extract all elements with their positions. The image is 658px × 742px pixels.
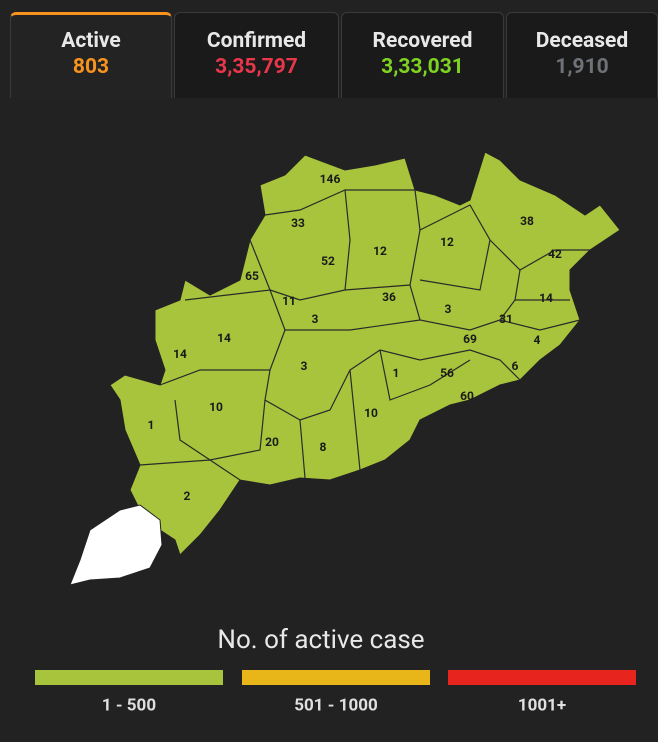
legend-swatch	[35, 670, 223, 685]
district-label: 4	[534, 333, 541, 347]
tab[interactable]: Recovered 3,33,031	[341, 12, 504, 98]
district-label: 10	[364, 406, 378, 420]
legend-label: 501 - 1000	[294, 695, 377, 715]
district-label: 31	[499, 312, 513, 326]
district-label: 14	[173, 347, 187, 361]
district-label: 42	[548, 247, 562, 261]
legend-label: 1001+	[518, 695, 566, 715]
district-shape	[69, 504, 163, 586]
district-label: 3	[301, 359, 308, 373]
tab-label: Recovered	[372, 29, 473, 53]
legend-swatch	[448, 670, 636, 685]
legend-label: 1 - 500	[102, 695, 156, 715]
tab-value: 1,910	[555, 55, 609, 79]
legend-swatch	[242, 670, 430, 685]
tab-value: 3,35,797	[215, 55, 298, 79]
district-label: 20	[265, 435, 279, 449]
district-label: 33	[291, 216, 305, 230]
district-label: 69	[463, 332, 477, 346]
district-label: 60	[460, 389, 474, 403]
district-label: 2	[184, 489, 191, 503]
district-label: 11	[282, 294, 296, 308]
district-label: 3	[445, 302, 452, 316]
district-label: 1	[393, 366, 400, 380]
district-label: 8	[320, 440, 327, 454]
district-label: 52	[321, 254, 335, 268]
tab-label: Deceased	[535, 29, 629, 53]
district-label: 56	[440, 366, 454, 380]
district-label: 6	[512, 359, 519, 373]
district-label: 1	[148, 418, 155, 432]
tab[interactable]: Confirmed 3,35,797	[174, 12, 339, 98]
district-label: 14	[539, 291, 553, 305]
district-label: 14	[217, 331, 231, 345]
district-label: 36	[382, 290, 396, 304]
district-label: 38	[520, 214, 534, 228]
tab[interactable]: Deceased 1,910	[506, 12, 658, 98]
legend-title: No. of active case	[217, 625, 424, 655]
district-label: 65	[245, 269, 259, 283]
district-label: 146	[320, 172, 341, 186]
tab-value: 803	[72, 55, 110, 79]
district-label: 10	[209, 400, 223, 414]
district-label: 12	[440, 235, 454, 249]
tab-label: Confirmed	[206, 29, 307, 53]
tab[interactable]: Active 803	[10, 12, 172, 98]
district-label: 12	[373, 244, 387, 258]
tab-value: 3,33,031	[381, 55, 464, 79]
district-borders	[139, 189, 590, 481]
tab-label: Active	[61, 29, 121, 53]
district-label: 3	[312, 312, 319, 326]
